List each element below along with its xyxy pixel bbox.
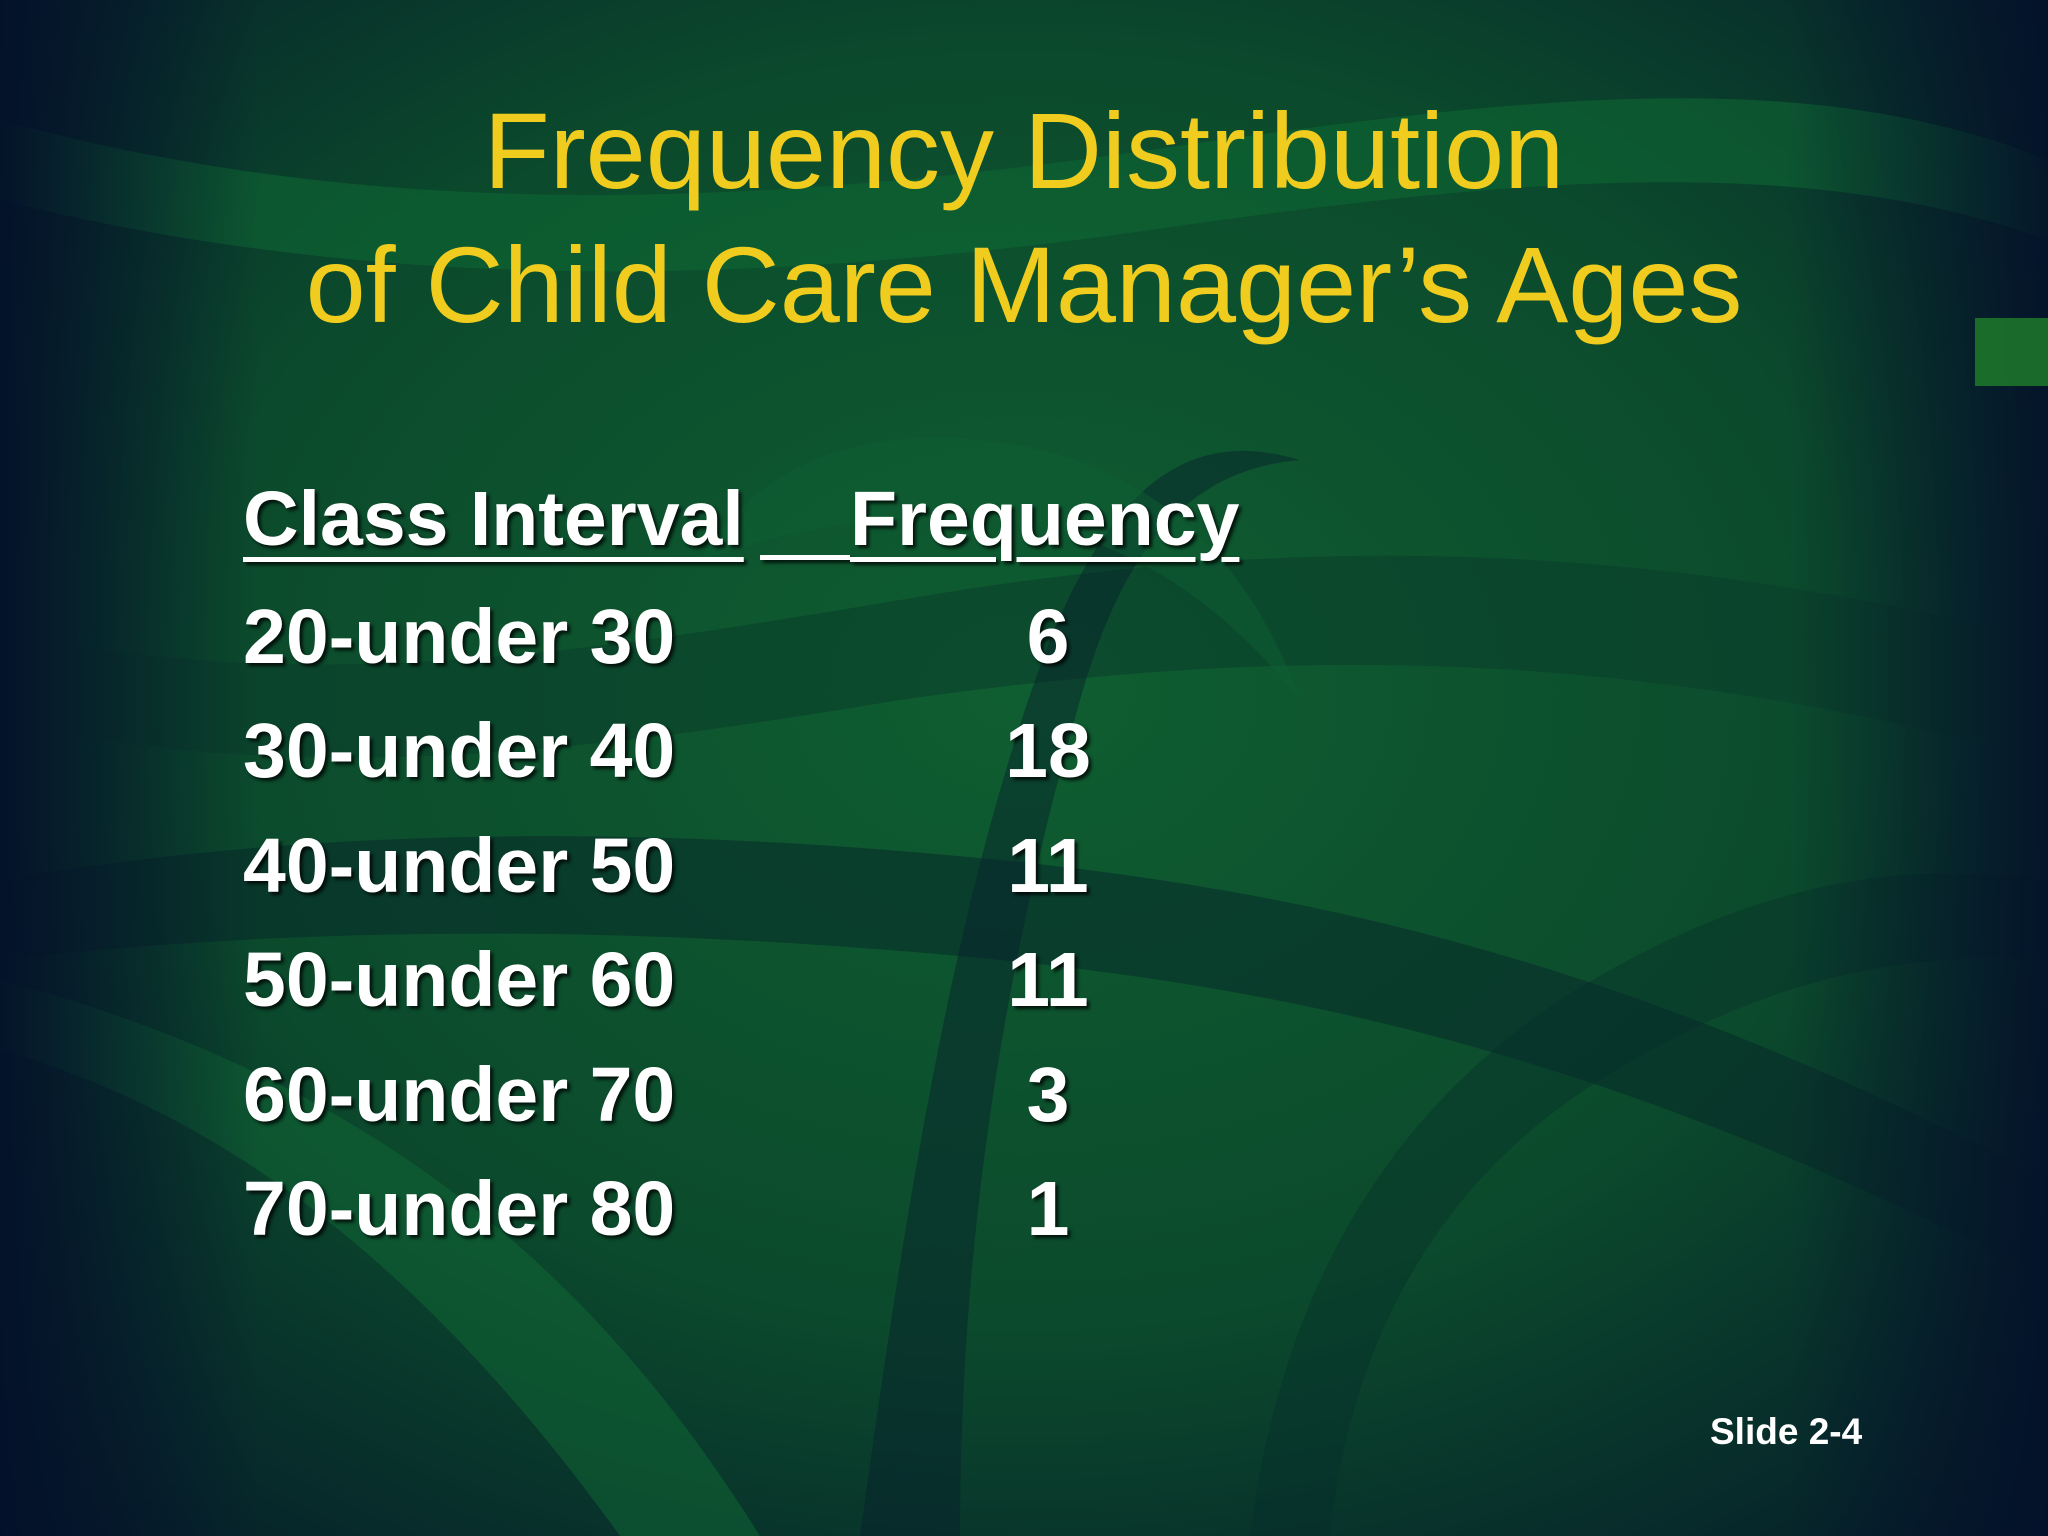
- table-row-interval: 30-under 40: [243, 708, 676, 794]
- header-underline-gap: [760, 555, 850, 560]
- table-row-frequency: 11: [1007, 937, 1089, 1023]
- slide-title-line-2: of Child Care Manager’s Ages: [305, 224, 1743, 345]
- table-row-frequency: 3: [1026, 1052, 1070, 1138]
- table-row-frequency: 6: [1026, 594, 1070, 680]
- column-header-class-interval: Class Interval: [243, 476, 744, 562]
- slide-title-line-1: Frequency Distribution: [483, 90, 1565, 211]
- column-header-frequency: Frequency: [850, 476, 1240, 562]
- table-row-frequency: 11: [1007, 823, 1089, 909]
- table-row-frequency: 1: [1026, 1166, 1070, 1252]
- table-row-frequency: 18: [1005, 708, 1091, 794]
- table-row-interval: 40-under 50: [243, 823, 676, 909]
- table-row-interval: 20-under 30: [243, 594, 676, 680]
- table-row-interval: 70-under 80: [243, 1166, 676, 1252]
- slide-number: Slide 2-4: [1710, 1411, 1863, 1452]
- table-row-interval: 50-under 60: [243, 937, 676, 1023]
- table-row-interval: 60-under 70: [243, 1052, 676, 1138]
